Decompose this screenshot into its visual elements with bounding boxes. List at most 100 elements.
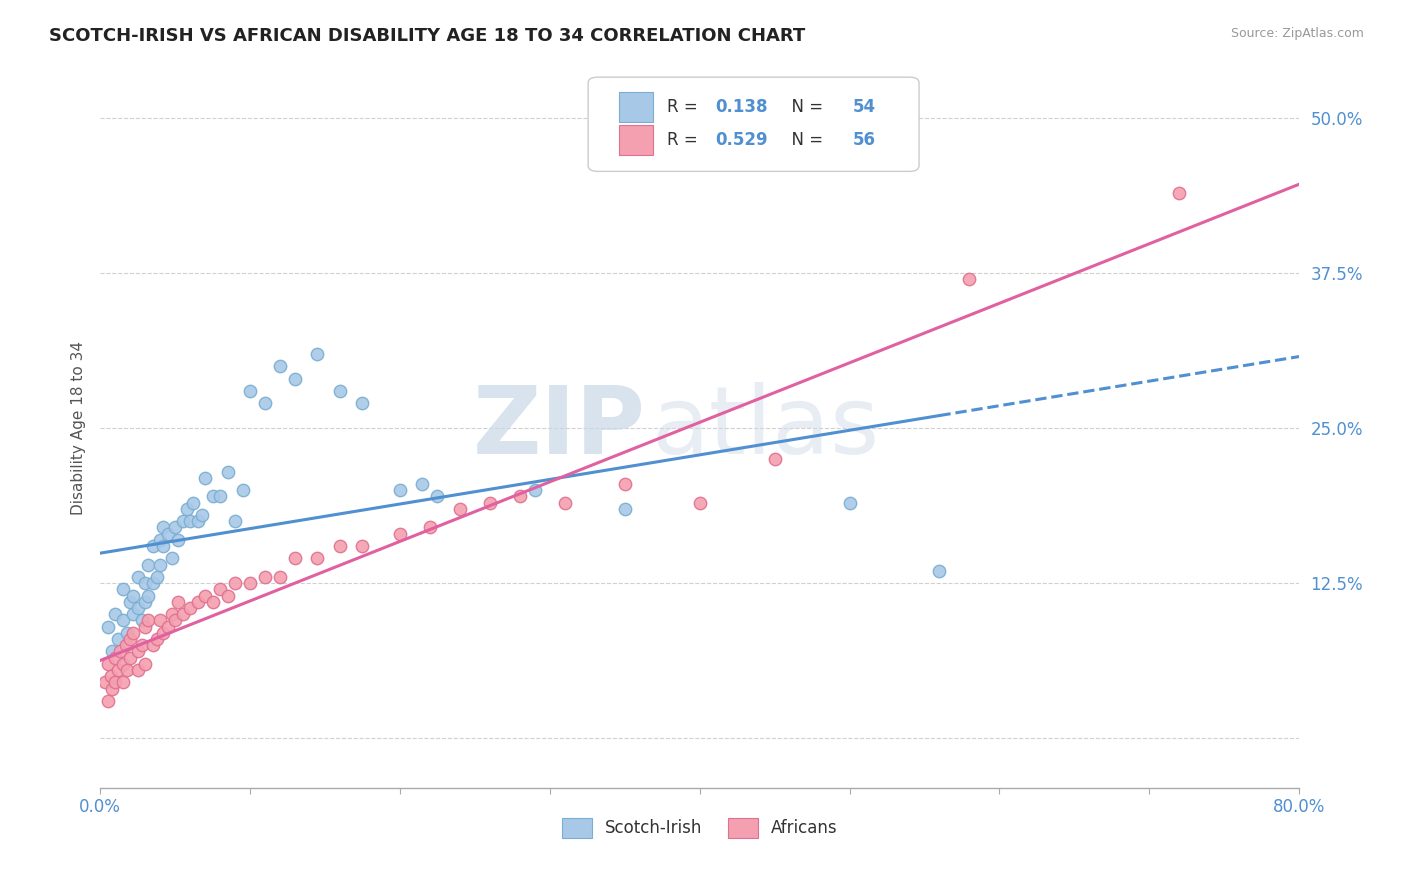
Point bbox=[172, 607, 194, 622]
Point bbox=[957, 272, 980, 286]
Point bbox=[122, 607, 145, 622]
Point bbox=[122, 625, 145, 640]
Point bbox=[239, 576, 262, 591]
Point bbox=[191, 508, 214, 522]
Point bbox=[388, 483, 411, 498]
Point bbox=[156, 526, 179, 541]
Point bbox=[224, 514, 246, 528]
Point bbox=[108, 644, 131, 658]
Point bbox=[763, 452, 786, 467]
Point bbox=[165, 520, 187, 534]
Point bbox=[388, 526, 411, 541]
Point bbox=[253, 396, 276, 410]
Point bbox=[307, 347, 329, 361]
Point bbox=[509, 489, 531, 503]
Bar bbox=[619, 92, 652, 122]
Text: N =: N = bbox=[782, 131, 828, 149]
Point bbox=[224, 576, 246, 591]
Text: 56: 56 bbox=[853, 131, 876, 149]
Point bbox=[114, 638, 136, 652]
Point bbox=[689, 495, 711, 509]
Point bbox=[187, 595, 209, 609]
Point bbox=[115, 663, 138, 677]
Text: ZIP: ZIP bbox=[472, 382, 645, 475]
Point bbox=[838, 495, 860, 509]
Point bbox=[160, 551, 183, 566]
Point bbox=[613, 501, 636, 516]
Point bbox=[93, 675, 115, 690]
Point bbox=[152, 520, 174, 534]
Point bbox=[142, 576, 165, 591]
Point bbox=[97, 657, 120, 671]
Point bbox=[101, 644, 124, 658]
Point bbox=[284, 371, 307, 385]
Text: R =: R = bbox=[668, 98, 703, 116]
Point bbox=[165, 614, 187, 628]
Point bbox=[449, 501, 471, 516]
Point bbox=[136, 614, 159, 628]
Point bbox=[239, 384, 262, 398]
Point bbox=[134, 576, 156, 591]
Point bbox=[187, 514, 209, 528]
Point bbox=[411, 477, 433, 491]
Point bbox=[613, 477, 636, 491]
Point bbox=[269, 570, 291, 584]
FancyBboxPatch shape bbox=[588, 77, 920, 171]
Point bbox=[523, 483, 546, 498]
Point bbox=[111, 582, 134, 597]
Point bbox=[111, 614, 134, 628]
Point bbox=[426, 489, 449, 503]
Point bbox=[131, 614, 153, 628]
Point bbox=[152, 625, 174, 640]
Point bbox=[419, 520, 441, 534]
Point bbox=[104, 650, 127, 665]
Point bbox=[104, 607, 127, 622]
Point bbox=[134, 657, 156, 671]
Point bbox=[352, 396, 374, 410]
Point bbox=[100, 669, 122, 683]
Point bbox=[136, 558, 159, 572]
Point bbox=[97, 694, 120, 708]
Point bbox=[160, 607, 183, 622]
Point bbox=[149, 558, 172, 572]
Point bbox=[107, 632, 129, 646]
Point bbox=[352, 539, 374, 553]
Point bbox=[111, 675, 134, 690]
Point bbox=[217, 465, 239, 479]
Point bbox=[269, 359, 291, 374]
Point bbox=[127, 570, 149, 584]
Point bbox=[284, 551, 307, 566]
Point bbox=[156, 619, 179, 633]
Point bbox=[928, 564, 950, 578]
Point bbox=[152, 539, 174, 553]
Point bbox=[217, 589, 239, 603]
Text: SCOTCH-IRISH VS AFRICAN DISABILITY AGE 18 TO 34 CORRELATION CHART: SCOTCH-IRISH VS AFRICAN DISABILITY AGE 1… bbox=[49, 27, 806, 45]
Point bbox=[329, 539, 352, 553]
Point bbox=[101, 681, 124, 696]
Point bbox=[127, 663, 149, 677]
Point bbox=[1168, 186, 1191, 200]
Point bbox=[167, 533, 190, 547]
Point bbox=[201, 489, 224, 503]
Point bbox=[176, 501, 198, 516]
Text: Source: ZipAtlas.com: Source: ZipAtlas.com bbox=[1230, 27, 1364, 40]
Text: 0.138: 0.138 bbox=[716, 98, 768, 116]
Point bbox=[111, 657, 134, 671]
Point bbox=[134, 595, 156, 609]
Point bbox=[115, 625, 138, 640]
Text: R =: R = bbox=[668, 131, 703, 149]
Point bbox=[194, 471, 217, 485]
Point bbox=[104, 675, 127, 690]
Point bbox=[149, 614, 172, 628]
Point bbox=[127, 601, 149, 615]
Bar bbox=[619, 125, 652, 155]
Text: atlas: atlas bbox=[651, 382, 880, 475]
Text: N =: N = bbox=[782, 98, 828, 116]
Point bbox=[146, 632, 169, 646]
Point bbox=[120, 595, 142, 609]
Point bbox=[136, 589, 159, 603]
Point bbox=[131, 638, 153, 652]
Point bbox=[120, 650, 142, 665]
Point bbox=[329, 384, 352, 398]
Point bbox=[201, 595, 224, 609]
